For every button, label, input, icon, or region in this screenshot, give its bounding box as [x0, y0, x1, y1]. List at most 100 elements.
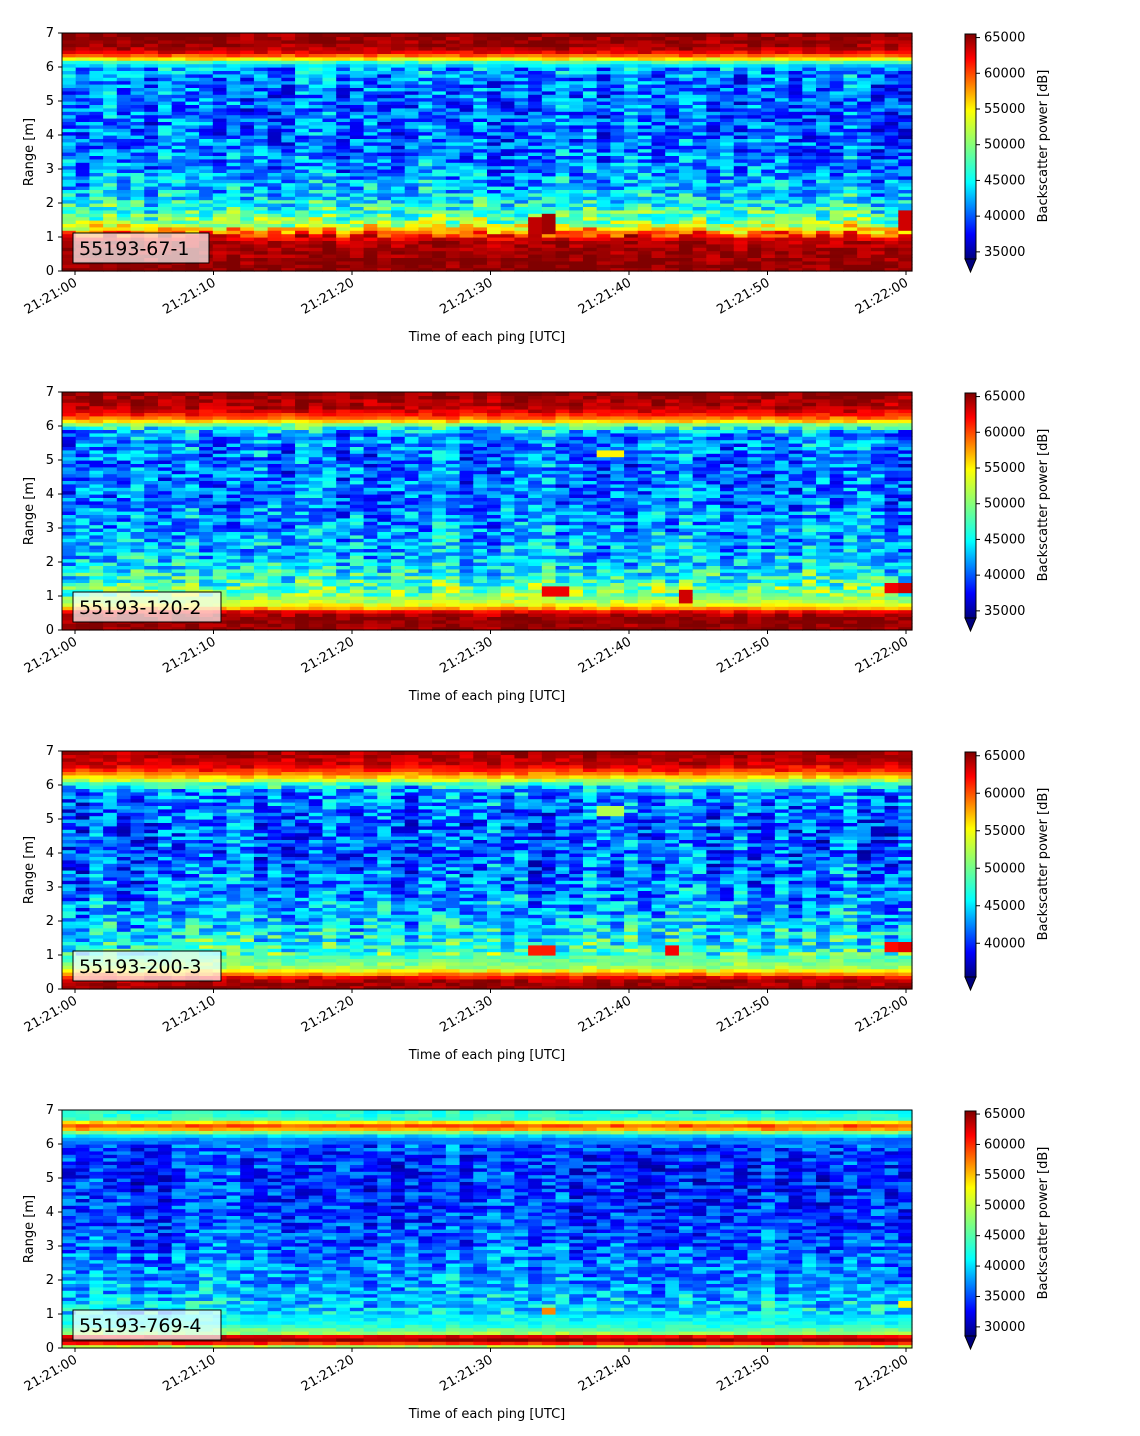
heatmap-cell: [501, 210, 515, 214]
heatmap-cell: [843, 149, 857, 153]
heatmap-cell: [583, 227, 597, 231]
heatmap-cell: [391, 217, 405, 221]
heatmap-cell: [144, 504, 158, 508]
heatmap-cell: [802, 234, 816, 238]
heatmap-cell: [199, 193, 213, 197]
heatmap-cell: [144, 470, 158, 474]
heatmap-cell: [117, 419, 131, 423]
heatmap-cell: [638, 142, 652, 146]
heatmap-cell: [693, 132, 707, 136]
heatmap-cell: [350, 200, 364, 204]
heatmap-cell: [432, 176, 446, 180]
heatmap-cell: [638, 193, 652, 197]
heatmap-cell: [857, 227, 871, 231]
heatmap-cell: [569, 227, 583, 231]
heatmap-cell: [802, 149, 816, 153]
heatmap-cell: [131, 200, 145, 204]
heatmap-cell: [460, 149, 474, 153]
heatmap-cell: [720, 132, 734, 136]
heatmap-cell: [172, 176, 186, 180]
heatmap-cell: [802, 142, 816, 146]
heatmap-cell: [761, 251, 775, 255]
heatmap-cell: [391, 132, 405, 136]
heatmap-cell: [802, 210, 816, 214]
heatmap-cell: [227, 234, 241, 238]
heatmap-cell: [693, 200, 707, 204]
heatmap-cell: [871, 200, 885, 204]
heatmap-cell: [802, 193, 816, 197]
heatmap-cell: [227, 142, 241, 146]
heatmap-cell: [843, 217, 857, 221]
heatmap-cell: [816, 132, 830, 136]
heatmap-cell: [487, 264, 501, 268]
heatmap-cell: [830, 159, 844, 163]
heatmap-cell: [158, 436, 172, 440]
heatmap-cell: [89, 436, 103, 440]
heatmap-cell: [144, 183, 158, 187]
heatmap-cell: [117, 504, 131, 508]
heatmap-cell: [693, 183, 707, 187]
heatmap-cell: [117, 217, 131, 221]
heatmap-cell: [254, 159, 268, 163]
heatmap-cell: [652, 210, 666, 214]
heatmap-cell: [610, 193, 624, 197]
heatmap-cell: [144, 159, 158, 163]
heatmap-cell: [556, 264, 570, 268]
heatmap-cell: [405, 251, 419, 255]
heatmap-cell: [240, 200, 254, 204]
heatmap-cell: [487, 217, 501, 221]
heatmap-cell: [240, 234, 254, 238]
heatmap-cell: [693, 217, 707, 221]
heatmap-cell: [89, 453, 103, 457]
heatmap-cell: [597, 251, 611, 255]
heatmap-cell: [281, 227, 295, 231]
heatmap-cell: [377, 149, 391, 153]
heatmap-cell: [775, 33, 789, 37]
heatmap-cell: [775, 132, 789, 136]
heatmap-cell: [227, 149, 241, 153]
heatmap-cell: [89, 33, 103, 37]
heatmap-cell: [131, 436, 145, 440]
heatmap-cell: [514, 251, 528, 255]
heatmap-cell: [144, 419, 158, 423]
heatmap-cell: [254, 132, 268, 136]
heatmap-cell: [624, 33, 638, 37]
heatmap-cell: [144, 264, 158, 268]
heatmap-cell: [487, 166, 501, 170]
heatmap-cell: [652, 33, 666, 37]
heatmap-cell: [501, 149, 515, 153]
heatmap-cell: [638, 244, 652, 248]
heatmap-cell: [89, 166, 103, 170]
heatmap-cell: [322, 149, 336, 153]
heatmap-cell: [652, 159, 666, 163]
heatmap-cell: [501, 166, 515, 170]
heatmap-cell: [501, 33, 515, 37]
heatmap-cell: [295, 200, 309, 204]
heatmap-cell: [281, 159, 295, 163]
heatmap-cell: [802, 244, 816, 248]
heatmap-cell: [528, 176, 542, 180]
heatmap-cell: [377, 176, 391, 180]
heatmap-cell: [597, 149, 611, 153]
heatmap-cell: [761, 159, 775, 163]
heatmap-cell: [131, 227, 145, 231]
heatmap-cell: [789, 159, 803, 163]
heatmap-cell: [62, 166, 76, 170]
heatmap-cell: [610, 210, 624, 214]
heatmap-cell: [377, 200, 391, 204]
heatmap-cell: [747, 251, 761, 255]
heatmap-cell: [117, 183, 131, 187]
heatmap-cell: [597, 217, 611, 221]
heatmap-cell: [501, 132, 515, 136]
heatmap-cell: [898, 33, 912, 37]
heatmap-cell: [569, 251, 583, 255]
heatmap-cell: [76, 436, 90, 440]
panel-1: 0123456721:21:00 21:21:10 21:21:20 21:21:30…: [22, 26, 1051, 345]
heatmap-cell: [487, 200, 501, 204]
heatmap-cell: [528, 142, 542, 146]
heatmap-cell: [103, 402, 117, 406]
heatmap-cell: [295, 217, 309, 221]
heatmap-cell: [693, 264, 707, 268]
heatmap-cell: [652, 244, 666, 248]
heatmap-cell: [446, 244, 460, 248]
